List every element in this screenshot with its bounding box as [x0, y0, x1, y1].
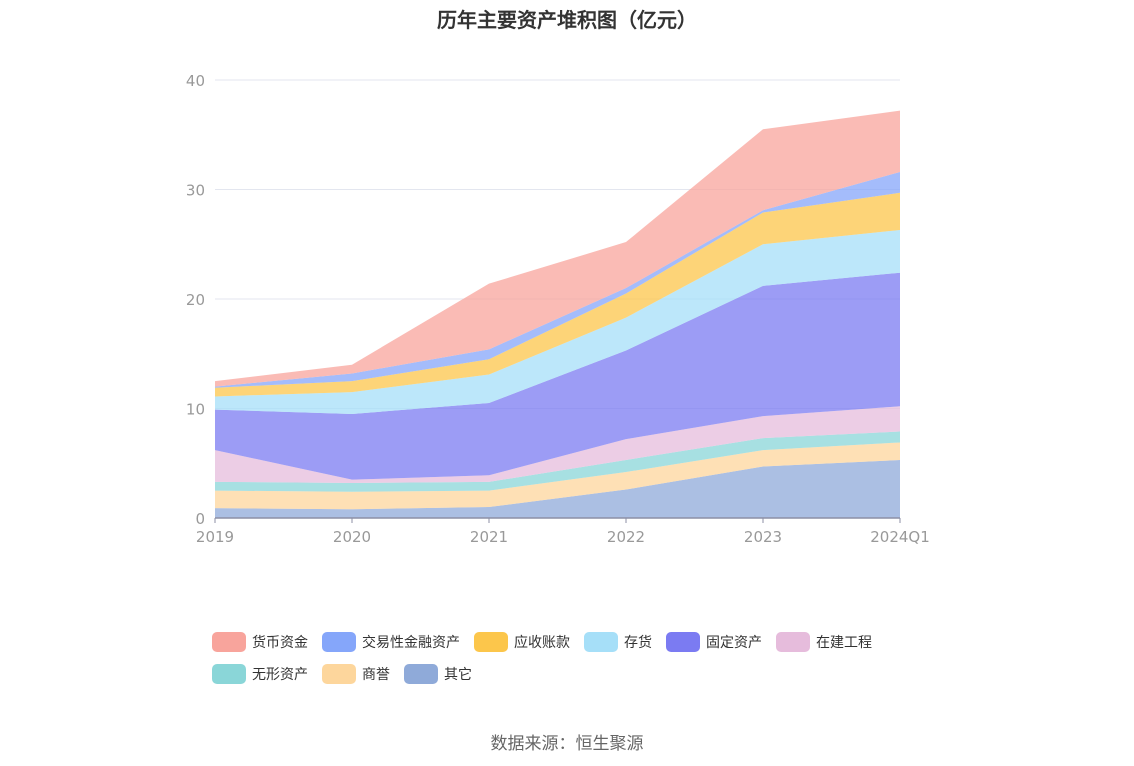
x-tick-label: 2020: [333, 528, 371, 546]
legend-label: 其它: [444, 667, 472, 683]
legend-label: 固定资产: [706, 635, 762, 651]
legend-swatch: [666, 632, 700, 652]
x-tick-label: 2019: [196, 528, 234, 546]
legend-item[interactable]: 其它: [404, 663, 472, 685]
legend-item[interactable]: 固定资产: [666, 631, 762, 653]
stacked-area-chart: 0 10 20 30 40 2019 2020 2021 2022 2023 2024Q1: [186, 72, 930, 546]
y-tick-label: 30: [186, 182, 205, 200]
x-tick-labels: 2019 2020 2021 2022 2023 2024Q1: [196, 528, 930, 546]
legend-label: 应收账款: [514, 635, 570, 651]
legend-item[interactable]: 无形资产: [212, 663, 308, 685]
legend-label: 货币资金: [252, 635, 308, 651]
x-tick-label: 2023: [744, 528, 782, 546]
legend-swatch: [404, 664, 438, 684]
legend: 货币资金 交易性金融资产 应收账款 存货 固定资产 在建工程无形资产 商誉 其它: [212, 631, 952, 695]
legend-swatch: [322, 632, 356, 652]
legend-item[interactable]: 货币资金: [212, 631, 308, 653]
x-tick-label: 2024Q1: [870, 528, 930, 546]
y-tick-label: 40: [186, 72, 205, 90]
area-应收账款: [215, 192, 900, 397]
chart-title: 历年主要资产堆积图（亿元）: [437, 8, 697, 32]
area-固定资产: [215, 272, 900, 480]
axes: [214, 517, 901, 523]
area-在建工程: [215, 406, 900, 483]
legend-item[interactable]: 应收账款: [474, 631, 570, 653]
area-其它: [215, 459, 900, 518]
legend-swatch: [212, 632, 246, 652]
x-tick-label: 2021: [470, 528, 508, 546]
area-商誉: [215, 442, 900, 510]
y-tick-labels: 0 10 20 30 40: [186, 72, 205, 528]
source-note: 数据来源：恒生聚源: [490, 734, 644, 754]
legend-label: 在建工程: [816, 635, 872, 651]
legend-item[interactable]: 商誉: [322, 663, 390, 685]
legend-swatch: [584, 632, 618, 652]
area-货币资金: [215, 110, 900, 387]
legend-label: 无形资产: [252, 667, 308, 683]
area-series: [215, 110, 900, 518]
legend-label: 存货: [624, 635, 652, 651]
legend-swatch: [474, 632, 508, 652]
legend-label: 交易性金融资产: [362, 635, 460, 651]
y-tick-label: 0: [195, 510, 205, 528]
area-无形资产: [215, 431, 900, 492]
legend-label: 商誉: [362, 667, 390, 683]
y-tick-label: 10: [186, 401, 205, 419]
x-tick-label: 2022: [607, 528, 645, 546]
legend-item[interactable]: 交易性金融资产: [322, 631, 460, 653]
legend-swatch: [776, 632, 810, 652]
y-tick-label: 20: [186, 291, 205, 309]
area-存货: [215, 230, 900, 414]
legend-item[interactable]: 在建工程: [776, 631, 872, 653]
legend-item[interactable]: 存货: [584, 631, 652, 653]
legend-swatch: [322, 664, 356, 684]
legend-swatch: [212, 664, 246, 684]
area-交易性金融资产: [215, 171, 900, 388]
